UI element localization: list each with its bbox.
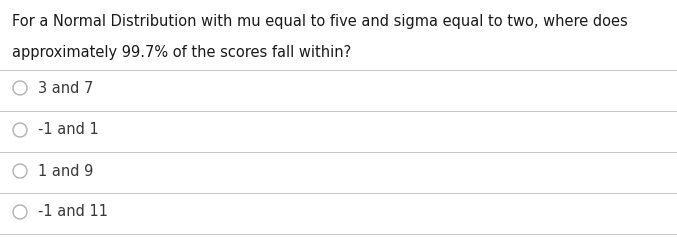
Text: approximately 99.7% of the scores fall within?: approximately 99.7% of the scores fall w… xyxy=(12,45,351,60)
Text: 1 and 9: 1 and 9 xyxy=(38,164,93,178)
Text: 3 and 7: 3 and 7 xyxy=(38,81,93,96)
Text: -1 and 1: -1 and 1 xyxy=(38,123,99,137)
Text: -1 and 11: -1 and 11 xyxy=(38,205,108,219)
Text: For a Normal Distribution with mu equal to five and sigma equal to two, where do: For a Normal Distribution with mu equal … xyxy=(12,14,628,29)
